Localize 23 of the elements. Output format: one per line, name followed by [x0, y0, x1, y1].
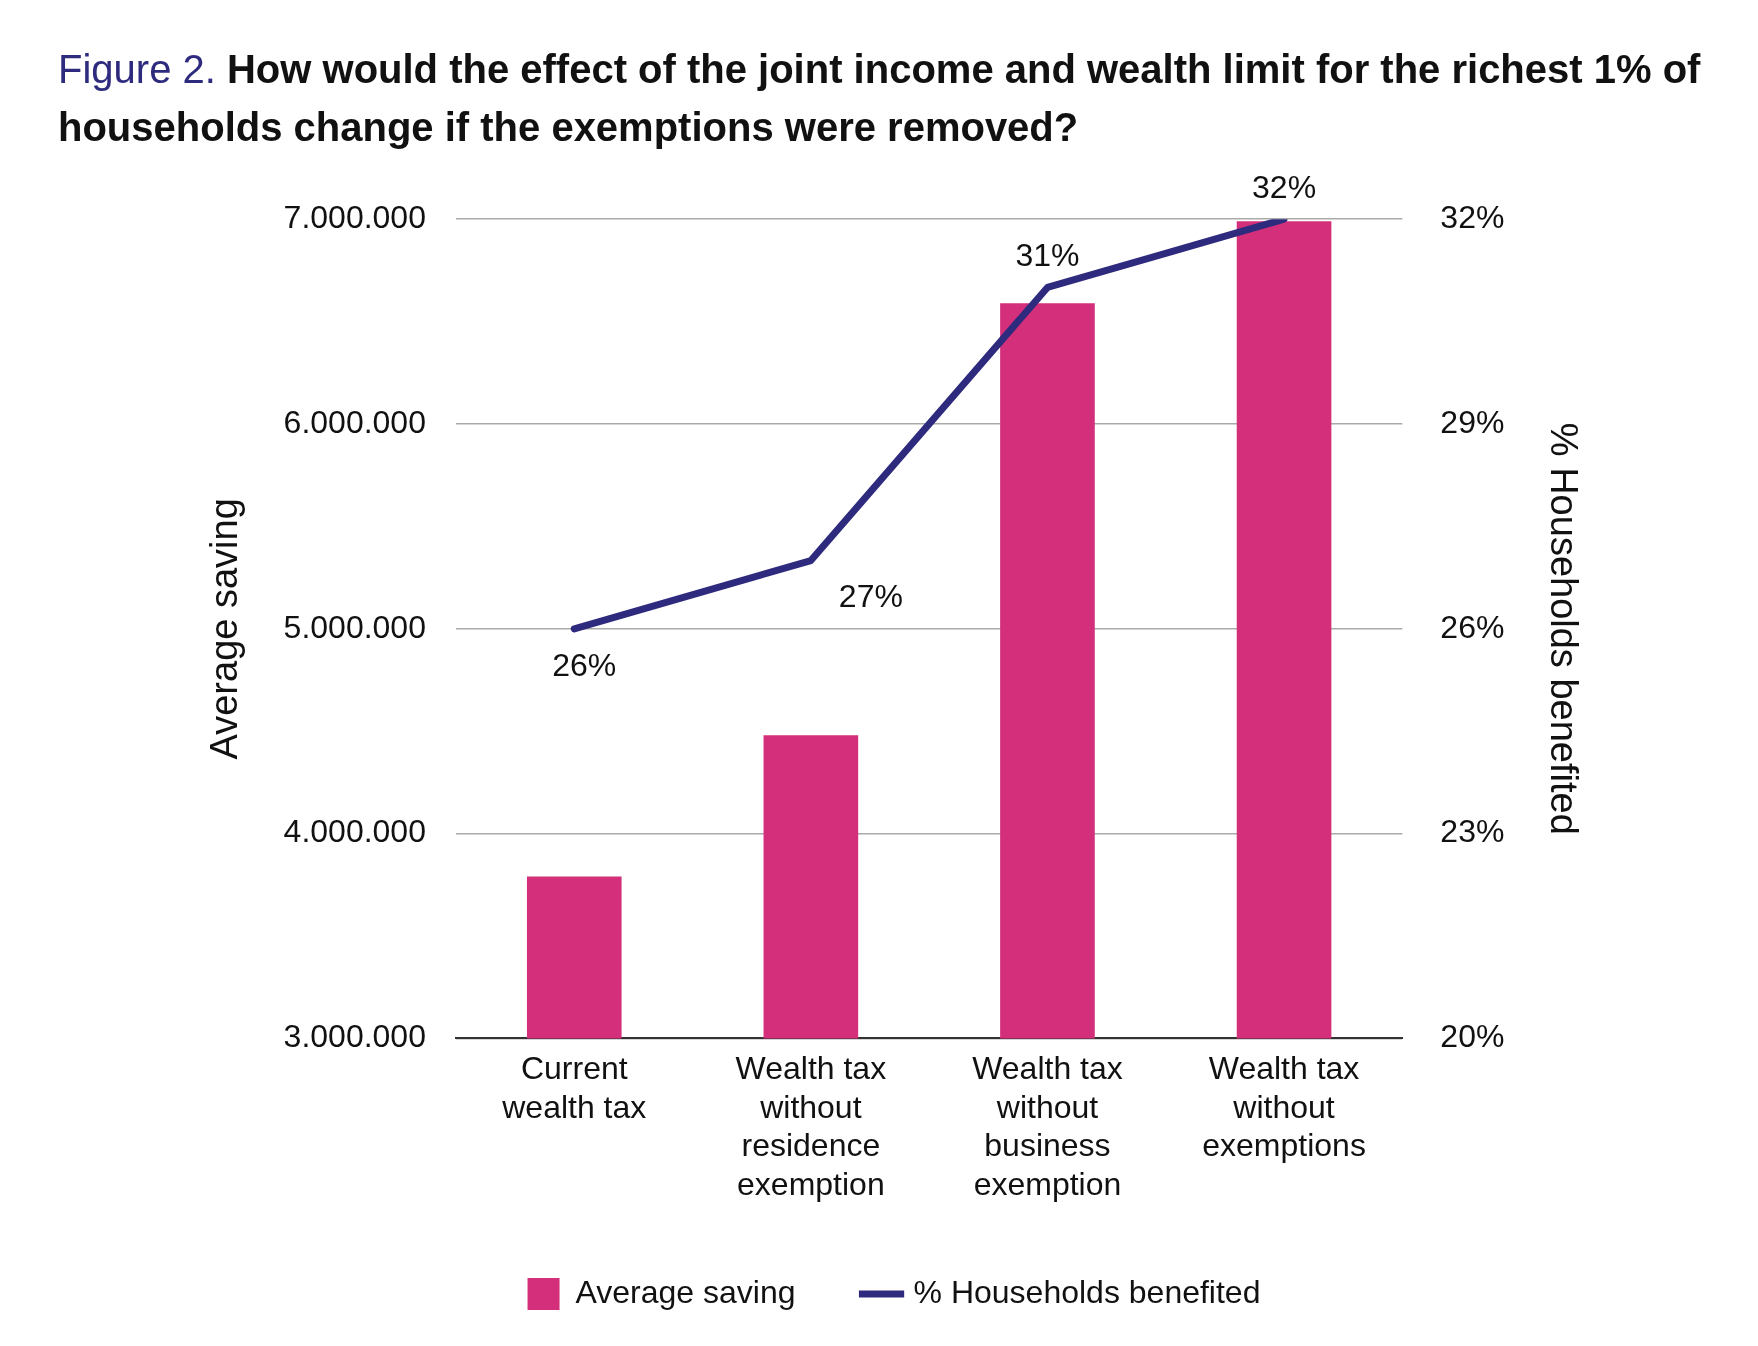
y2-tick-label: 32% — [1440, 199, 1505, 236]
x-tick-label: Wealth tax without business exemption — [972, 1050, 1123, 1202]
y-tick-label: 4.000.000 — [283, 813, 426, 850]
legend-label: Average saving — [575, 1273, 796, 1310]
legend-label: % Households benefited — [913, 1273, 1261, 1310]
y2-tick-label: 26% — [1440, 608, 1505, 645]
x-tick-label: Wealth tax without residence exemption — [735, 1050, 887, 1202]
data-label: 27% — [838, 578, 903, 615]
y2-axis-title: % Households benefited — [1542, 422, 1585, 835]
y-axis-title: Average saving — [203, 498, 246, 760]
data-label: 32% — [1252, 169, 1317, 206]
y-tick-label: 5.000.000 — [283, 608, 426, 645]
x-tick-label: Current wealth tax — [501, 1050, 647, 1125]
y2-tick-label: 23% — [1440, 813, 1505, 850]
y-tick-label: 7.000.000 — [283, 199, 426, 236]
y-tick-label: 3.000.000 — [283, 1018, 426, 1055]
data-label: 31% — [1015, 237, 1080, 274]
y2-tick-label: 29% — [1440, 403, 1505, 440]
x-tick-label: Wealth tax without exemptions — [1202, 1050, 1366, 1164]
data-label: 26% — [552, 646, 617, 683]
y-tick-label: 6.000.000 — [283, 403, 426, 440]
chart-title: Figure 2. How would the effect of the joint income and wealth limit for the richest 1% of households change if the exemptions were removed? — [58, 46, 1702, 151]
y2-tick-label: 20% — [1440, 1018, 1505, 1055]
